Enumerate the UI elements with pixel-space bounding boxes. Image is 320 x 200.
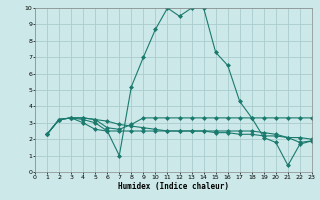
X-axis label: Humidex (Indice chaleur): Humidex (Indice chaleur): [118, 182, 229, 191]
